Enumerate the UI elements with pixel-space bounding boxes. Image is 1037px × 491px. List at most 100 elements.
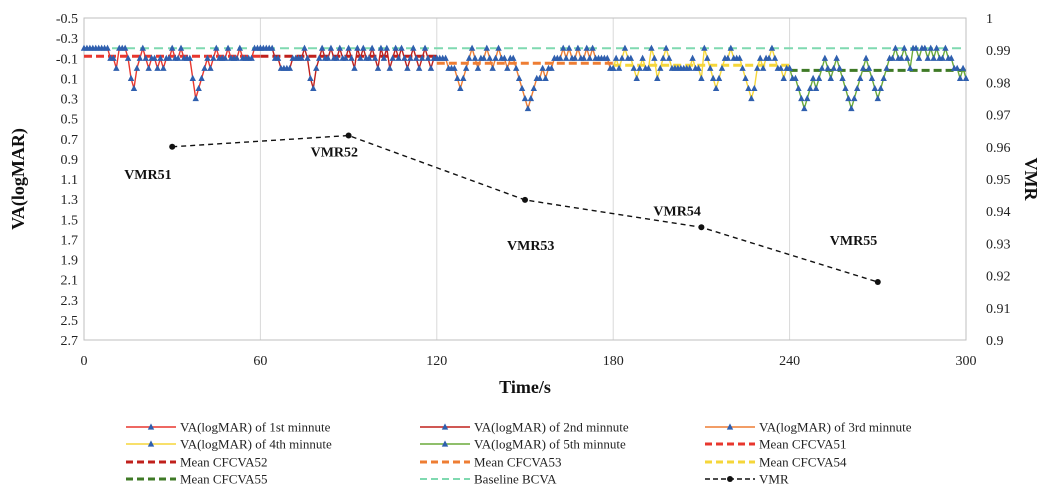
va-point-marker bbox=[901, 44, 908, 51]
va-point-marker bbox=[489, 64, 496, 71]
va-point-marker bbox=[410, 44, 417, 51]
va-point-marker bbox=[580, 54, 587, 61]
x-tick-label: 300 bbox=[956, 354, 977, 369]
y-tick-label: 0.5 bbox=[61, 113, 79, 128]
va-point-marker bbox=[304, 54, 311, 61]
va-point-marker bbox=[871, 84, 879, 92]
legend-label: VMR bbox=[759, 472, 789, 487]
va-point-marker bbox=[801, 104, 808, 112]
va-point-marker bbox=[659, 54, 667, 61]
vmr-label: VMR54 bbox=[653, 204, 700, 219]
va-point-marker bbox=[104, 44, 111, 51]
vmr-point bbox=[169, 143, 176, 150]
y-tick-label: 0.3 bbox=[61, 93, 79, 108]
va-point-marker bbox=[557, 54, 564, 61]
va-point-marker bbox=[192, 94, 199, 102]
va-point-marker bbox=[768, 44, 776, 51]
va-point-marker bbox=[530, 84, 538, 92]
y2-tick-label: 0.93 bbox=[986, 237, 1011, 252]
va-point-marker bbox=[501, 54, 508, 61]
va-point-marker bbox=[518, 84, 526, 92]
va-point-marker bbox=[765, 54, 773, 61]
y-tick-label: 0.9 bbox=[61, 153, 79, 168]
va-point-marker bbox=[571, 54, 579, 61]
va-point-marker bbox=[795, 84, 802, 92]
va-point-marker bbox=[486, 54, 493, 61]
legend-label: VA(logMAR) of 1st minnute bbox=[180, 420, 331, 435]
va-point-marker bbox=[821, 54, 829, 61]
legend-label: Mean CFCVA54 bbox=[759, 455, 847, 470]
va-point-marker bbox=[539, 64, 546, 71]
va-point-marker bbox=[657, 64, 664, 71]
legend-label: Mean CFCVA53 bbox=[474, 455, 562, 470]
vmr-series: VMR51 VMR52 VMR53 VMR54 VMR55 bbox=[124, 132, 881, 286]
va-point-marker bbox=[427, 64, 435, 71]
va-point-marker bbox=[386, 64, 393, 71]
vmr-point bbox=[874, 279, 881, 286]
va-point-marker bbox=[574, 44, 582, 51]
va-point-marker bbox=[627, 54, 635, 61]
y2-tick-label: 0.96 bbox=[986, 141, 1011, 156]
va-point-marker bbox=[504, 64, 511, 71]
legend-item: VA(logMAR) of 4th minnute bbox=[126, 437, 332, 452]
y-tick-label: 1.7 bbox=[61, 233, 79, 248]
legend-item: Baseline BCVA bbox=[420, 472, 557, 487]
vmr-point bbox=[698, 224, 705, 231]
y-axis-title: VA(logMAR) bbox=[8, 128, 29, 230]
va-point-marker bbox=[201, 64, 208, 71]
va-point-marker bbox=[804, 94, 811, 102]
y2-tick-label: 0.92 bbox=[986, 270, 1011, 285]
va-point-marker bbox=[948, 54, 955, 61]
legend: VA(logMAR) of 1st minnute VA(logMAR) of 2… bbox=[126, 420, 912, 487]
y2-axis-title: VMR bbox=[1021, 158, 1037, 202]
va-point-marker bbox=[121, 44, 129, 51]
legend-label: VA(logMAR) of 5th minnute bbox=[474, 437, 626, 452]
va-point-marker bbox=[177, 44, 185, 51]
va-point-marker bbox=[210, 54, 217, 61]
left-axis-ticks: -0.5 -0.3 -0.1 0.1 0.3 0.5 0.7 0.9 1.1 1.3 1.5 1.7 1… bbox=[56, 12, 78, 349]
vmr-label: VMR53 bbox=[507, 239, 554, 254]
va-point-marker bbox=[404, 64, 411, 71]
va-point-marker bbox=[751, 84, 758, 92]
y-tick-label: 2.3 bbox=[61, 294, 79, 309]
va-point-marker bbox=[542, 74, 549, 81]
va-point-marker bbox=[451, 64, 458, 71]
y2-tick-label: 0.97 bbox=[986, 109, 1011, 124]
va-point-marker bbox=[342, 54, 349, 61]
y2-tick-label: 0.9 bbox=[986, 334, 1004, 349]
va-point-marker bbox=[510, 54, 517, 61]
legend-label: VA(logMAR) of 3rd minnute bbox=[759, 420, 912, 435]
y-tick-label: 2.5 bbox=[61, 314, 79, 329]
va-point-marker bbox=[527, 94, 535, 102]
legend-swatch-marker bbox=[441, 440, 449, 447]
va-point-marker bbox=[357, 54, 364, 61]
y-tick-label: 1.3 bbox=[61, 193, 79, 208]
legend-label: Baseline BCVA bbox=[474, 472, 557, 487]
va-point-marker bbox=[442, 54, 449, 61]
va-point-marker bbox=[630, 64, 637, 71]
va-point-marker bbox=[780, 74, 787, 81]
va-point-marker bbox=[798, 94, 805, 102]
legend-swatch-point bbox=[727, 476, 733, 482]
va-point-marker bbox=[727, 44, 734, 51]
right-axis-ticks: 0.9 0.91 0.92 0.93 0.94 0.95 0.96 0.97 0.98 0.99 1 bbox=[986, 12, 1011, 349]
y-tick-label: 0.1 bbox=[61, 72, 79, 87]
va-point-marker bbox=[665, 54, 673, 61]
va-point-marker bbox=[548, 64, 555, 71]
va-point-marker bbox=[336, 44, 343, 51]
va-point-marker bbox=[862, 54, 870, 61]
va-point-marker bbox=[757, 54, 764, 61]
va-point-marker bbox=[618, 54, 626, 61]
va-series-lines bbox=[80, 44, 970, 112]
va-point-marker bbox=[818, 64, 826, 71]
va-point-marker bbox=[942, 44, 949, 51]
va-point-marker bbox=[313, 64, 320, 71]
va-point-marker bbox=[898, 54, 905, 61]
va-point-marker bbox=[645, 64, 652, 71]
va-point-marker bbox=[310, 84, 317, 92]
x-tick-label: 60 bbox=[253, 354, 267, 369]
va-point-marker bbox=[324, 54, 332, 61]
va-point-marker bbox=[213, 44, 220, 51]
legend-label: Mean CFCVA55 bbox=[180, 472, 268, 487]
va-point-marker bbox=[704, 54, 711, 61]
